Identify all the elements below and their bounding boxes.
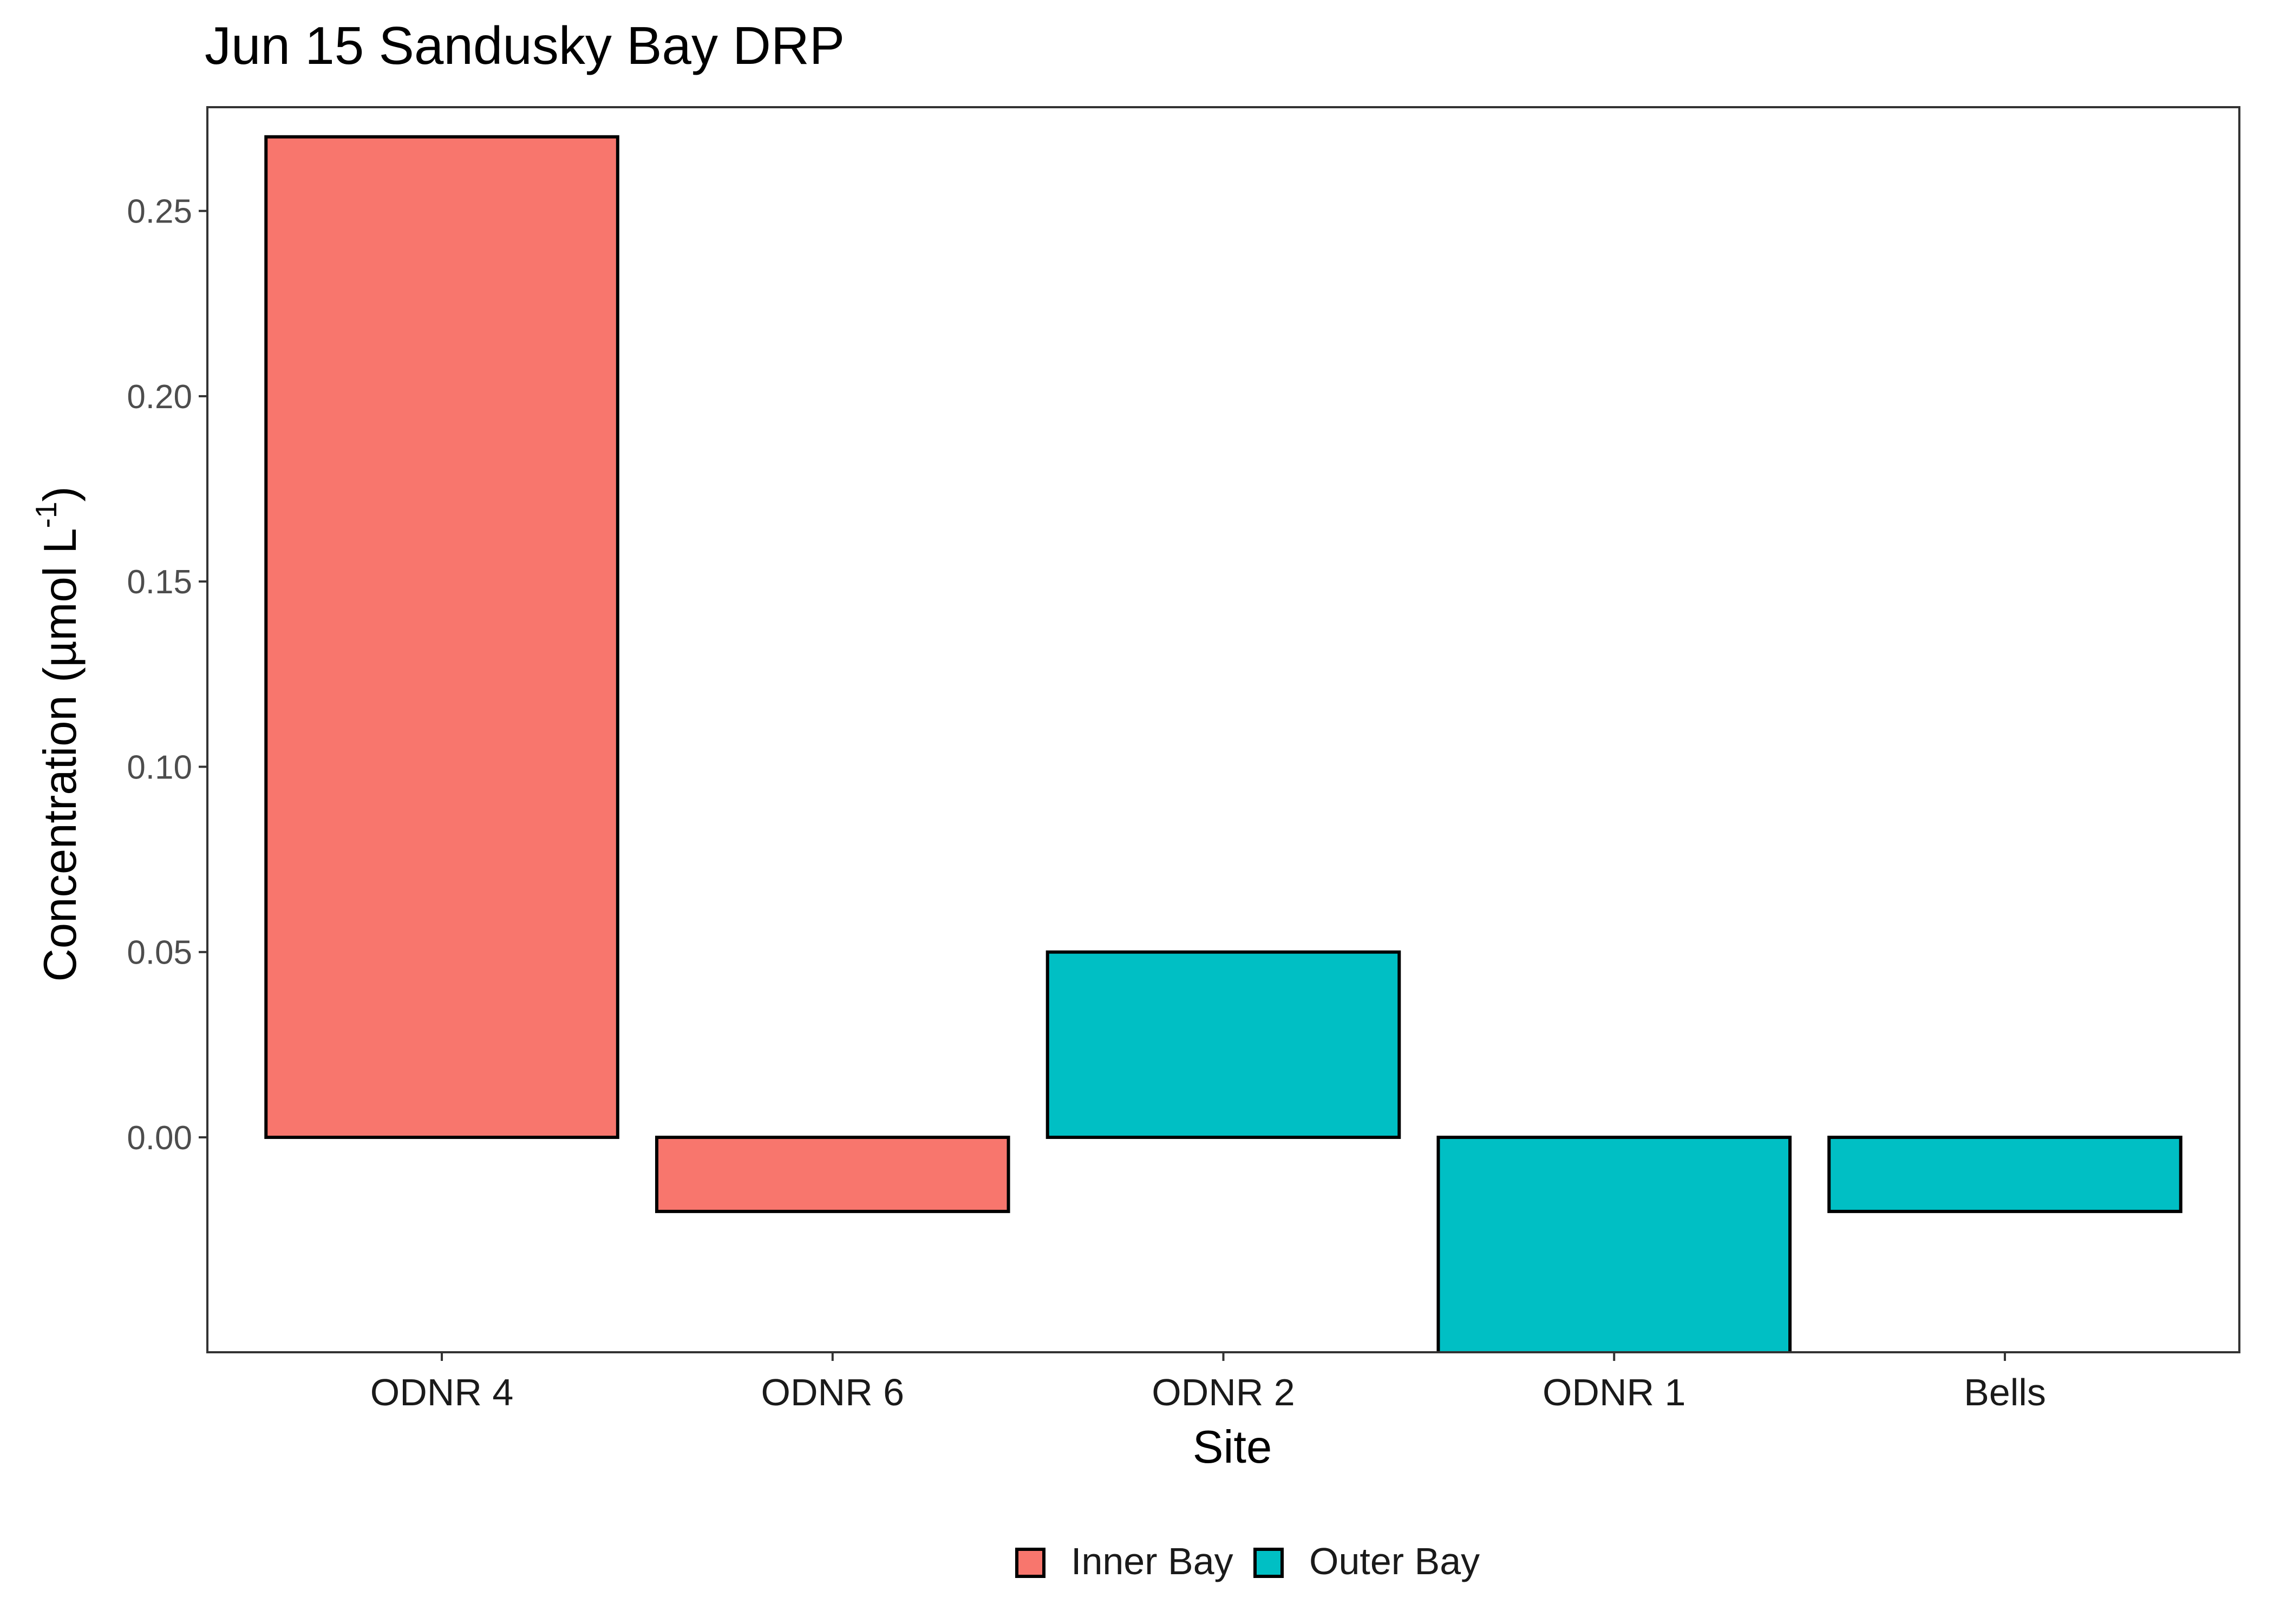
y-tick-label: 0.00 — [127, 1119, 192, 1157]
legend-label: Inner Bay — [1071, 1540, 1233, 1582]
y-axis-title: Concentration (µmol L-1) — [29, 486, 86, 981]
bar-odnr-1 — [1436, 1135, 1792, 1352]
y-axis: 0.00 0.05 0.10 0.15 0.20 0.25 — [127, 193, 207, 1157]
bars — [264, 135, 2182, 1352]
legend-swatch-inner-bay — [1015, 1548, 1045, 1578]
x-axis: ODNR 4 ODNR 6 ODNR 2 ODNR 1 Bells — [370, 1352, 2046, 1413]
x-tick-label: Bells — [1964, 1371, 2046, 1413]
y-axis-title-close: ) — [35, 486, 86, 501]
plot-area — [206, 106, 2240, 1353]
legend-label: Outer Bay — [1309, 1540, 1480, 1582]
y-tick-label: 0.10 — [127, 749, 192, 786]
chart-title: Jun 15 Sandusky Bay DRP — [205, 16, 845, 75]
legend-swatch-outer-bay — [1253, 1548, 1284, 1578]
y-tick-label: 0.15 — [127, 564, 192, 601]
y-axis-title-main: Concentration (µmol L — [35, 528, 86, 982]
x-tick-label: ODNR 6 — [761, 1371, 904, 1413]
y-tick-label: 0.25 — [127, 193, 192, 231]
x-axis-title: Site — [1193, 1422, 1272, 1473]
y-tick-label: 0.20 — [127, 378, 192, 416]
bar-bells — [1827, 1135, 2182, 1213]
x-tick-label: ODNR 2 — [1152, 1371, 1295, 1413]
y-axis-title-superscript: -1 — [29, 502, 63, 528]
y-tick-label: 0.05 — [127, 934, 192, 972]
bar-odnr-4 — [264, 135, 619, 1139]
legend: Inner Bay Outer Bay — [1015, 1540, 1480, 1582]
x-tick-label: ODNR 1 — [1543, 1371, 1685, 1413]
bar-odnr-6 — [655, 1135, 1010, 1213]
bar-odnr-2 — [1045, 950, 1401, 1139]
x-tick-label: ODNR 4 — [370, 1371, 513, 1413]
